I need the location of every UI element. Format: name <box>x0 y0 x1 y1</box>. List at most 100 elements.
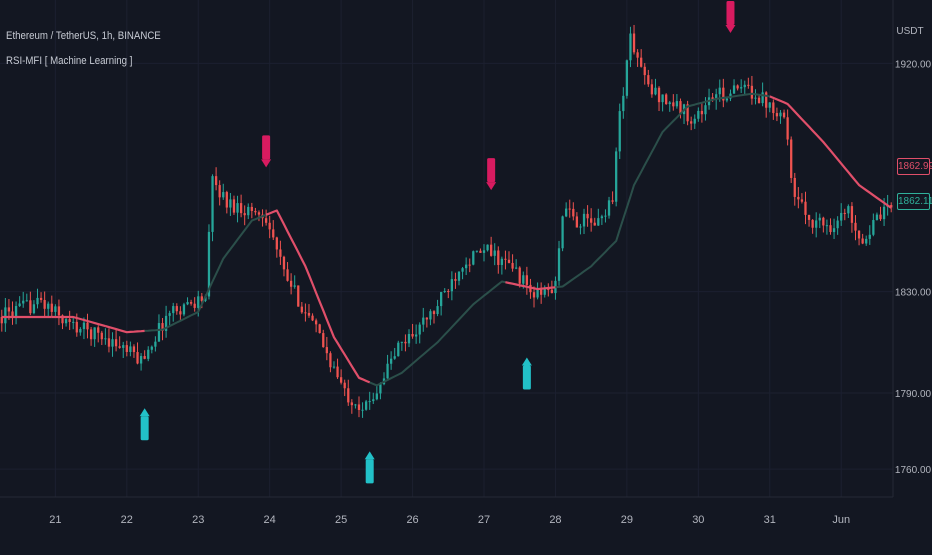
candle <box>104 328 107 345</box>
candle <box>804 191 807 225</box>
candle <box>754 89 757 105</box>
candle-body <box>125 345 128 352</box>
candle <box>150 345 153 354</box>
candle-body <box>289 280 293 287</box>
candle-body <box>304 312 307 314</box>
candle-body <box>640 57 643 67</box>
candle <box>407 329 411 348</box>
x-tick-label: 26 <box>406 514 418 526</box>
x-tick-label: 25 <box>335 514 347 526</box>
candle <box>14 301 18 325</box>
candle-body <box>93 327 96 340</box>
x-tick-label: 21 <box>49 514 61 526</box>
candle <box>468 258 471 273</box>
candle-body <box>825 225 829 227</box>
candle-body <box>232 199 236 213</box>
indicator-label[interactable]: RSI-MFI [ Machine Learning ] <box>6 55 133 67</box>
candle <box>557 240 561 286</box>
candle-body <box>197 296 200 308</box>
candle <box>418 322 421 344</box>
candle <box>672 94 675 111</box>
candle-body <box>425 317 428 320</box>
candle-body <box>507 259 511 263</box>
ma-price-tag: 1862.99 <box>897 158 932 175</box>
candle <box>354 403 357 409</box>
x-tick-label: 31 <box>764 514 776 526</box>
candle <box>275 236 278 258</box>
candle-body <box>865 238 868 244</box>
candle <box>361 402 364 418</box>
candle-body <box>214 176 218 186</box>
x-tick-label: 22 <box>121 514 133 526</box>
candle-body <box>389 358 393 364</box>
candle <box>622 87 625 119</box>
candle <box>872 213 875 237</box>
candle <box>36 288 39 309</box>
candle-body <box>11 311 14 318</box>
candle-body <box>429 311 432 320</box>
candle <box>757 94 761 104</box>
candle-body <box>850 206 854 223</box>
candle <box>182 302 186 317</box>
candle-body <box>697 110 700 119</box>
candle-body <box>665 94 668 105</box>
candle <box>375 384 378 401</box>
candle-body <box>243 213 246 216</box>
candle-body <box>847 206 850 214</box>
candle <box>654 78 657 96</box>
candle <box>547 283 550 297</box>
candle <box>707 88 711 110</box>
candle-body <box>704 105 707 115</box>
candle <box>832 218 836 239</box>
ma-line-bullish <box>369 280 506 387</box>
candle <box>107 328 111 353</box>
candle <box>364 399 368 411</box>
buy-signal-marker <box>139 408 150 441</box>
candle <box>504 250 507 270</box>
candle-body <box>311 315 314 321</box>
candle-body <box>29 300 32 314</box>
candle <box>50 295 53 317</box>
candle <box>264 209 268 226</box>
signal-bar <box>487 158 496 183</box>
candle-body <box>89 329 93 340</box>
candle-body <box>740 87 743 89</box>
candle-body <box>347 388 350 403</box>
candle <box>518 266 521 288</box>
candle <box>32 300 36 315</box>
candle-body <box>443 291 446 293</box>
candle <box>515 259 518 270</box>
candle-body <box>622 95 625 112</box>
candle <box>93 327 96 347</box>
candle <box>732 79 736 94</box>
candle-body <box>793 177 796 197</box>
candle <box>840 203 843 226</box>
signals-layer <box>139 0 736 484</box>
symbol-title[interactable]: Ethereum / TetherUS, 1h, BINANCE <box>6 30 161 42</box>
candle-body <box>279 249 282 257</box>
candle-body <box>657 87 661 103</box>
candle-body <box>436 306 439 315</box>
candle <box>168 310 171 326</box>
candle-body <box>368 401 371 403</box>
candle <box>368 391 371 410</box>
candle-body <box>754 97 757 99</box>
candle-body <box>890 205 893 208</box>
candle-body <box>532 292 536 298</box>
x-tick-label: Jun <box>832 514 850 526</box>
candle <box>700 102 704 123</box>
candle-body <box>147 349 150 359</box>
candle-body <box>136 352 139 364</box>
candle-body <box>543 289 546 295</box>
candle <box>297 285 300 307</box>
signal-bar <box>365 459 374 484</box>
candle-body <box>765 92 768 108</box>
candle <box>693 114 696 129</box>
candle <box>239 194 243 218</box>
candle <box>114 329 118 352</box>
candle <box>497 246 500 274</box>
candle-body <box>164 315 168 331</box>
candle <box>111 332 114 357</box>
